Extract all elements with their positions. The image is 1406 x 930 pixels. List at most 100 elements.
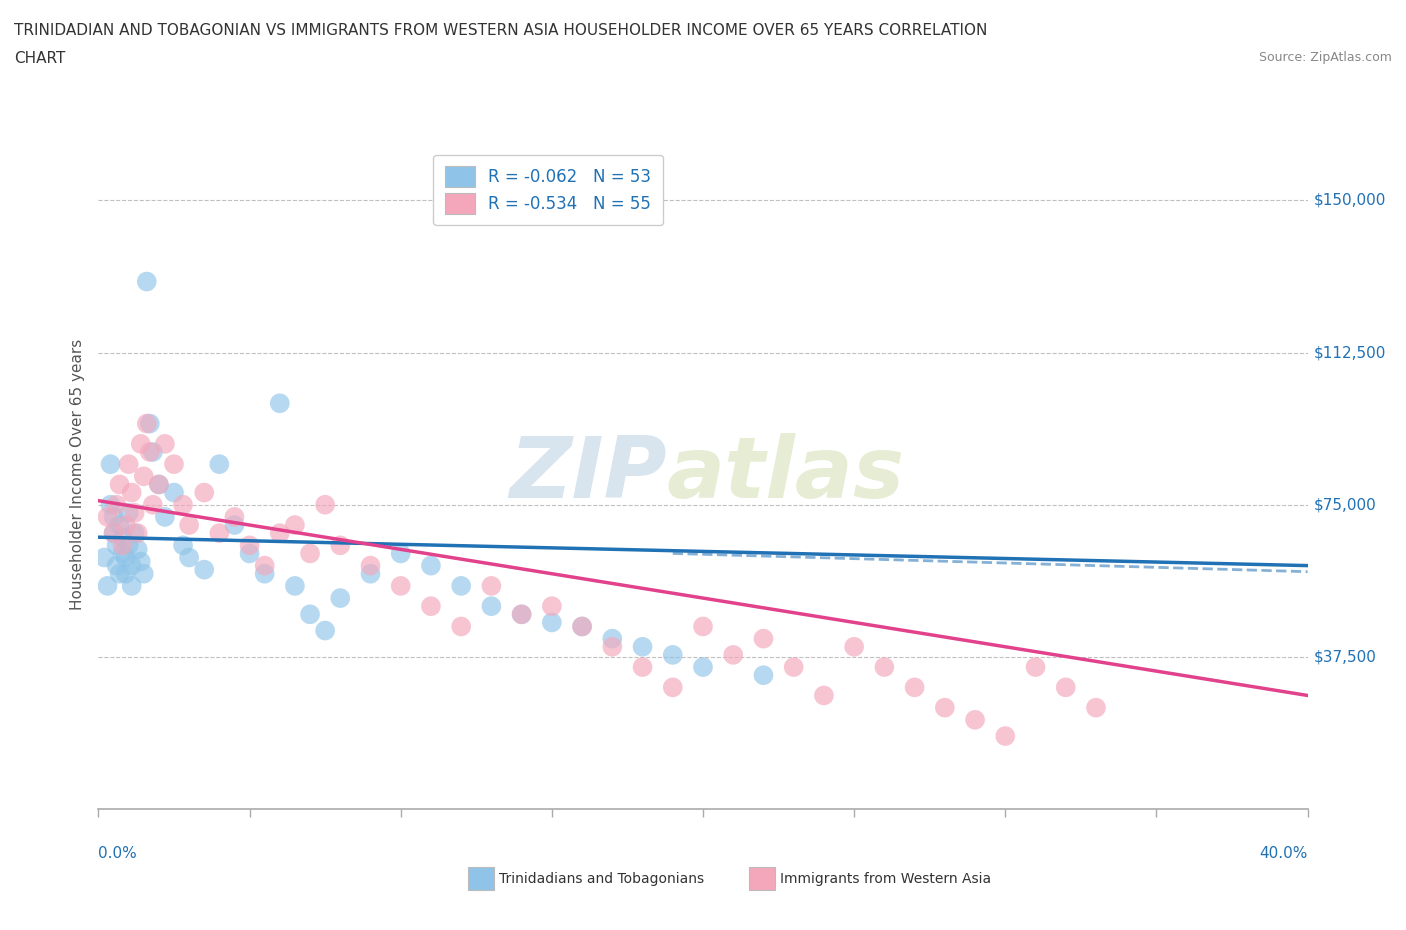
- Point: [111, 546, 134, 561]
- Point: [121, 485, 143, 500]
- Point: [121, 558, 143, 573]
- Point: [100, 457, 122, 472]
- Point: [124, 505, 146, 520]
- Point: [389, 578, 412, 593]
- Text: TRINIDADIAN AND TOBAGONIAN VS IMMIGRANTS FROM WESTERN ASIA HOUSEHOLDER INCOME OV: TRINIDADIAN AND TOBAGONIAN VS IMMIGRANTS…: [14, 23, 987, 38]
- Point: [153, 436, 176, 451]
- Point: [1024, 659, 1046, 674]
- Point: [132, 566, 155, 581]
- Point: [239, 546, 262, 561]
- Point: [965, 712, 987, 727]
- Point: [142, 445, 165, 459]
- Point: [314, 623, 336, 638]
- Text: CHART: CHART: [14, 51, 66, 66]
- Text: $112,500: $112,500: [1313, 345, 1386, 360]
- Point: [510, 607, 533, 622]
- Point: [1054, 680, 1077, 695]
- Point: [299, 607, 322, 622]
- Point: [314, 498, 336, 512]
- Point: [103, 525, 125, 540]
- Point: [105, 538, 128, 552]
- Point: [163, 457, 186, 472]
- Point: [299, 546, 322, 561]
- Point: [127, 542, 149, 557]
- Point: [661, 680, 683, 695]
- Point: [121, 578, 143, 593]
- Point: [269, 525, 291, 540]
- Point: [114, 550, 136, 565]
- Point: [224, 518, 246, 533]
- Point: [193, 485, 215, 500]
- Point: [193, 563, 215, 578]
- Point: [111, 538, 134, 552]
- Point: [540, 615, 562, 630]
- Text: ZIP: ZIP: [509, 432, 666, 516]
- Point: [103, 510, 125, 525]
- Point: [692, 659, 714, 674]
- Legend: R = -0.062   N = 53, R = -0.534   N = 55: R = -0.062 N = 53, R = -0.534 N = 55: [433, 154, 662, 225]
- Point: [132, 469, 155, 484]
- Point: [127, 525, 149, 540]
- Point: [934, 700, 956, 715]
- Point: [782, 659, 804, 674]
- Point: [631, 659, 654, 674]
- Point: [904, 680, 927, 695]
- Point: [481, 578, 503, 593]
- Point: [571, 619, 593, 634]
- Point: [105, 498, 128, 512]
- Point: [752, 631, 775, 646]
- Point: [148, 477, 170, 492]
- Point: [118, 505, 141, 520]
- Point: [284, 578, 307, 593]
- Point: [752, 668, 775, 683]
- Point: [419, 599, 441, 614]
- Point: [360, 558, 382, 573]
- Text: atlas: atlas: [666, 432, 905, 516]
- Point: [118, 538, 141, 552]
- Point: [108, 566, 131, 581]
- Text: $37,500: $37,500: [1313, 649, 1376, 664]
- Text: $75,000: $75,000: [1313, 498, 1376, 512]
- Point: [114, 566, 136, 581]
- Point: [994, 728, 1017, 743]
- Point: [419, 558, 441, 573]
- Point: [253, 566, 276, 581]
- Point: [103, 525, 125, 540]
- Text: Immigrants from Western Asia: Immigrants from Western Asia: [780, 871, 991, 886]
- Point: [239, 538, 262, 552]
- Point: [135, 274, 157, 289]
- Point: [450, 578, 472, 593]
- Point: [602, 631, 624, 646]
- Point: [208, 457, 231, 472]
- Y-axis label: Householder Income Over 65 years: Householder Income Over 65 years: [69, 339, 84, 610]
- Point: [269, 396, 291, 411]
- Point: [129, 436, 152, 451]
- Point: [224, 510, 246, 525]
- Point: [284, 518, 307, 533]
- Point: [139, 416, 162, 431]
- Point: [631, 639, 654, 654]
- Point: [172, 538, 194, 552]
- Point: [172, 498, 194, 512]
- Text: 0.0%: 0.0%: [98, 846, 138, 861]
- Point: [1085, 700, 1108, 715]
- Text: Source: ZipAtlas.com: Source: ZipAtlas.com: [1258, 51, 1392, 64]
- Point: [105, 558, 128, 573]
- Point: [96, 578, 118, 593]
- Text: Trinidadians and Tobagonians: Trinidadians and Tobagonians: [499, 871, 704, 886]
- Point: [360, 566, 382, 581]
- Point: [329, 538, 352, 552]
- Point: [208, 525, 231, 540]
- Point: [177, 518, 201, 533]
- Point: [135, 416, 157, 431]
- Text: $150,000: $150,000: [1313, 193, 1386, 208]
- Point: [571, 619, 593, 634]
- Point: [844, 639, 866, 654]
- Point: [692, 619, 714, 634]
- Point: [481, 599, 503, 614]
- Point: [389, 546, 412, 561]
- Point: [148, 477, 170, 492]
- Point: [510, 607, 533, 622]
- Point: [129, 554, 152, 569]
- Point: [118, 457, 141, 472]
